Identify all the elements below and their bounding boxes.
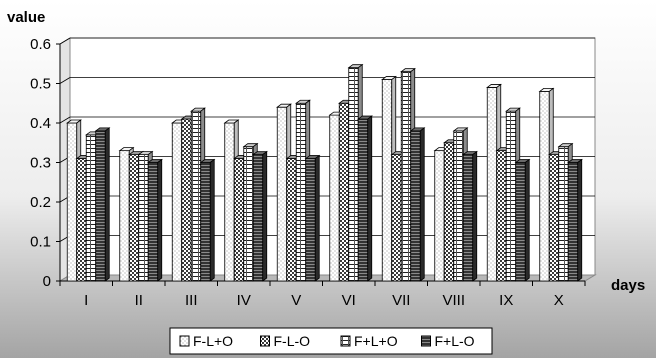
- bar-front: [357, 118, 369, 282]
- bar-front: [295, 102, 307, 282]
- y-tick-label: 0.2: [30, 194, 51, 211]
- bar-front: [338, 102, 350, 282]
- x-tick-label: X: [554, 292, 564, 309]
- bar: [199, 158, 216, 282]
- y-tick-label: 0.5: [30, 76, 51, 93]
- y-axis: 0 0.1 0.2 0.3 0.4 0.5 0.6: [30, 36, 61, 290]
- legend-swatch: [179, 335, 190, 347]
- x-tick-label: III: [185, 292, 198, 309]
- bar-side: [157, 158, 163, 282]
- bar-front: [462, 154, 474, 282]
- bar: [567, 158, 583, 282]
- bar: [409, 127, 426, 282]
- gridline-side: [59, 77, 71, 84]
- x-tick-label: V: [291, 292, 301, 309]
- bar-front: [539, 91, 550, 282]
- legend-label: F-L-O: [274, 333, 311, 349]
- legend-box: [169, 327, 493, 355]
- bar: [147, 158, 163, 282]
- bar: [357, 115, 373, 282]
- x-tick-label: IV: [237, 292, 251, 309]
- bar-side: [209, 158, 215, 282]
- x-tick-label: VI: [342, 292, 356, 309]
- bar-front: [252, 154, 264, 282]
- x-tick-label: VII: [392, 292, 410, 309]
- legend-swatch: [421, 335, 431, 347]
- bar-front: [119, 150, 130, 282]
- bar-front: [200, 162, 211, 282]
- bar: [94, 127, 111, 282]
- bar-front: [434, 150, 445, 282]
- bars: [66, 63, 583, 282]
- bar-front: [381, 79, 393, 282]
- bar-side: [314, 154, 320, 282]
- bar-front: [171, 122, 183, 282]
- x-tick-label: II: [135, 292, 143, 309]
- legend-swatch: [260, 335, 270, 347]
- bar: [252, 150, 268, 282]
- bar-side: [524, 158, 530, 282]
- bar-front: [548, 154, 560, 282]
- x-tick-label: IX: [499, 292, 513, 309]
- legend-swatch: [340, 335, 351, 347]
- bar-front: [400, 71, 412, 282]
- legend-label: F+L+O: [354, 333, 398, 349]
- legend-label: F-L+O: [193, 333, 233, 349]
- y-tick-label: 0.3: [30, 155, 51, 172]
- bar-front: [558, 146, 569, 282]
- bar-front: [391, 154, 402, 282]
- bar-front: [496, 150, 507, 282]
- bar-front: [233, 158, 245, 282]
- bar-front: [224, 122, 235, 282]
- gridline-side: [59, 37, 71, 45]
- y-tick-label: 0.1: [30, 234, 51, 251]
- bar-front: [128, 154, 140, 282]
- legend-label: F+L-O: [435, 333, 475, 349]
- bar-front: [567, 162, 579, 282]
- bar-front: [348, 67, 359, 282]
- bar-front: [443, 142, 455, 282]
- y-tick-label: 0.4: [30, 115, 51, 132]
- bar-front: [76, 158, 87, 282]
- bar-front: [95, 130, 106, 282]
- bar-side: [104, 127, 110, 282]
- y-tick-label: 0: [43, 273, 51, 290]
- bar-front: [453, 130, 464, 282]
- bar-side: [419, 127, 425, 282]
- bar-front: [305, 158, 316, 282]
- bar-front: [410, 130, 421, 282]
- bar: [514, 158, 531, 282]
- bar-front: [138, 154, 149, 282]
- bar-side: [577, 158, 583, 282]
- bar-side: [367, 115, 373, 282]
- bar-front: [181, 118, 192, 282]
- bar: [462, 150, 478, 282]
- bar-side: [472, 150, 478, 282]
- x-tick-label: I: [84, 292, 88, 309]
- bar-front: [515, 162, 526, 282]
- bar-front: [147, 162, 159, 282]
- bar: [304, 154, 321, 282]
- bar-front: [486, 87, 498, 282]
- bar-front: [66, 122, 78, 282]
- bar-front: [85, 134, 97, 282]
- bar-front: [286, 158, 297, 282]
- bar-front: [190, 110, 202, 282]
- y-tick-label: 0.6: [30, 36, 51, 53]
- gridline-side: [59, 116, 71, 124]
- bar-front: [276, 106, 288, 282]
- bar-side: [262, 150, 268, 282]
- bar-front: [505, 110, 517, 282]
- y-axis-label: value: [7, 9, 45, 26]
- x-axis-label: days: [611, 277, 645, 294]
- bar-front: [243, 146, 254, 282]
- x-tick-label: VIII: [442, 292, 465, 309]
- bar-front: [329, 114, 340, 282]
- legend: F-L+O F-L-O F+L+O F+L-O: [169, 327, 493, 355]
